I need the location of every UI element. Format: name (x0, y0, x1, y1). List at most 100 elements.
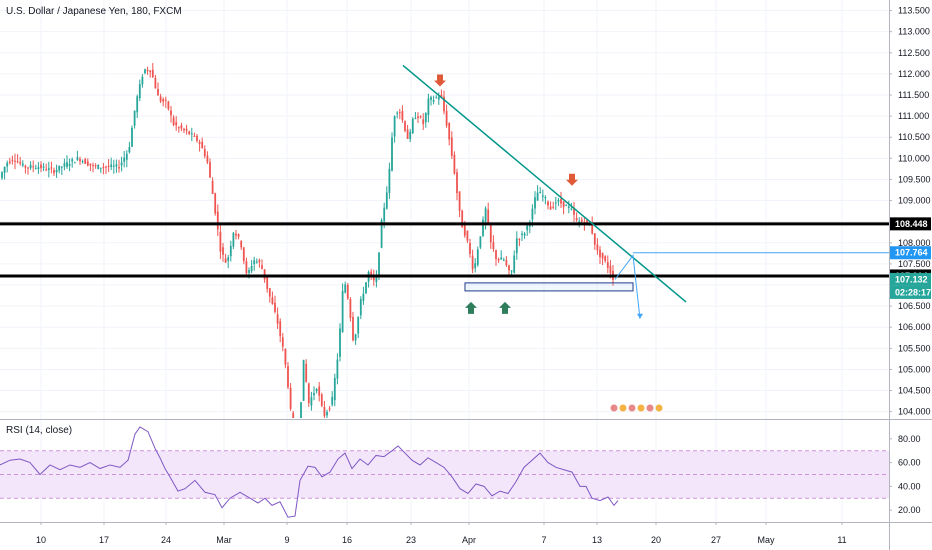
y-tick-label: 107.500 (898, 259, 931, 269)
candle-body (586, 220, 588, 223)
candle-body (86, 161, 89, 166)
candle-body (580, 219, 583, 222)
candle-body (266, 277, 269, 289)
y-tick-label: 112.000 (898, 69, 930, 79)
candle-body (557, 199, 560, 202)
candle-body (151, 69, 154, 78)
candle-body (128, 146, 131, 153)
event-flag-icon (628, 404, 636, 412)
candle-body (565, 204, 568, 206)
candle-body (105, 166, 107, 168)
candle-body (562, 201, 565, 208)
x-tick-label: 17 (99, 535, 109, 545)
event-flag-icon (610, 404, 618, 412)
y-tick-label: 112.500 (898, 48, 930, 58)
x-tick-label: 24 (161, 535, 171, 545)
candle-body (3, 166, 6, 173)
candle-body (287, 366, 289, 388)
candle-body (188, 131, 191, 135)
down-arrow-marker (434, 74, 446, 87)
down-arrow-marker (566, 173, 578, 186)
candle-body (354, 334, 357, 341)
candle-body (177, 127, 180, 129)
candle-body (466, 230, 469, 241)
candle-body (42, 166, 45, 168)
price-label-badge (890, 217, 931, 231)
x-tick-label: Apr (462, 535, 476, 545)
candle-body (170, 110, 172, 116)
candle-body (250, 265, 253, 272)
candle-body (76, 157, 79, 160)
candle-body (578, 221, 581, 224)
candle-body (302, 359, 305, 401)
candle-body (248, 270, 250, 273)
candle-body (237, 234, 240, 237)
candle-body (133, 110, 136, 126)
candle-body (383, 207, 386, 222)
candle-body (456, 172, 458, 194)
candle-body (21, 163, 24, 166)
y-tick-label: 104.000 (898, 407, 931, 417)
y-tick-label: 104.500 (898, 386, 931, 396)
candle-body (341, 290, 344, 332)
candle-body (315, 389, 318, 391)
candle-body (310, 397, 313, 406)
x-tick-label: Mar (216, 535, 232, 545)
candles (1, 63, 614, 442)
x-tick-label: 23 (406, 535, 416, 545)
candle-body (183, 128, 185, 131)
candle-body (110, 164, 113, 167)
candle-body (146, 69, 149, 71)
candle-body (37, 167, 40, 170)
x-tick-label: 16 (342, 535, 352, 545)
x-tick-label: 10 (36, 535, 46, 545)
candle-body (479, 236, 482, 248)
rsi-line (0, 426, 619, 518)
price-label-text: 108.448 (895, 219, 928, 229)
candle-body (333, 377, 336, 401)
candle-body (313, 393, 315, 396)
candle-body (497, 259, 500, 261)
candle-body (118, 167, 120, 169)
candle-body (211, 180, 214, 194)
candle-body (209, 162, 211, 178)
candle-body (66, 162, 68, 167)
candle-body (268, 288, 271, 297)
candle-body (292, 412, 295, 418)
candle-body (102, 167, 105, 169)
candle-body (393, 116, 396, 137)
y-tick-label: 109.500 (898, 174, 931, 184)
candle-body (206, 155, 209, 163)
candle-body (89, 163, 92, 166)
candle-body (380, 220, 383, 248)
x-tick-label: May (757, 535, 775, 545)
candle-body (141, 76, 144, 85)
candle-body (79, 158, 81, 162)
candle-body (331, 396, 334, 405)
y-tick-label: 109.000 (898, 196, 931, 206)
candle-body (198, 142, 201, 145)
candle-body (136, 96, 139, 113)
candle-body (84, 159, 87, 164)
candle-body (482, 219, 484, 236)
drawing-layer (0, 64, 900, 412)
candle-body (320, 394, 323, 406)
candle-body (440, 94, 443, 98)
candle-body (336, 359, 339, 379)
candle-body (229, 245, 232, 257)
candle-body (432, 100, 435, 102)
candle-body (190, 133, 193, 135)
candle-body (298, 436, 300, 442)
candle-body (29, 164, 32, 169)
candle-body (458, 191, 461, 211)
candle-body (271, 297, 274, 305)
candle-body (474, 263, 477, 269)
candle-body (515, 238, 518, 254)
event-flag-icon (619, 404, 627, 412)
candle-body (463, 224, 466, 236)
candle-body (53, 170, 55, 174)
trendline (402, 64, 687, 303)
candle-body (409, 131, 412, 140)
